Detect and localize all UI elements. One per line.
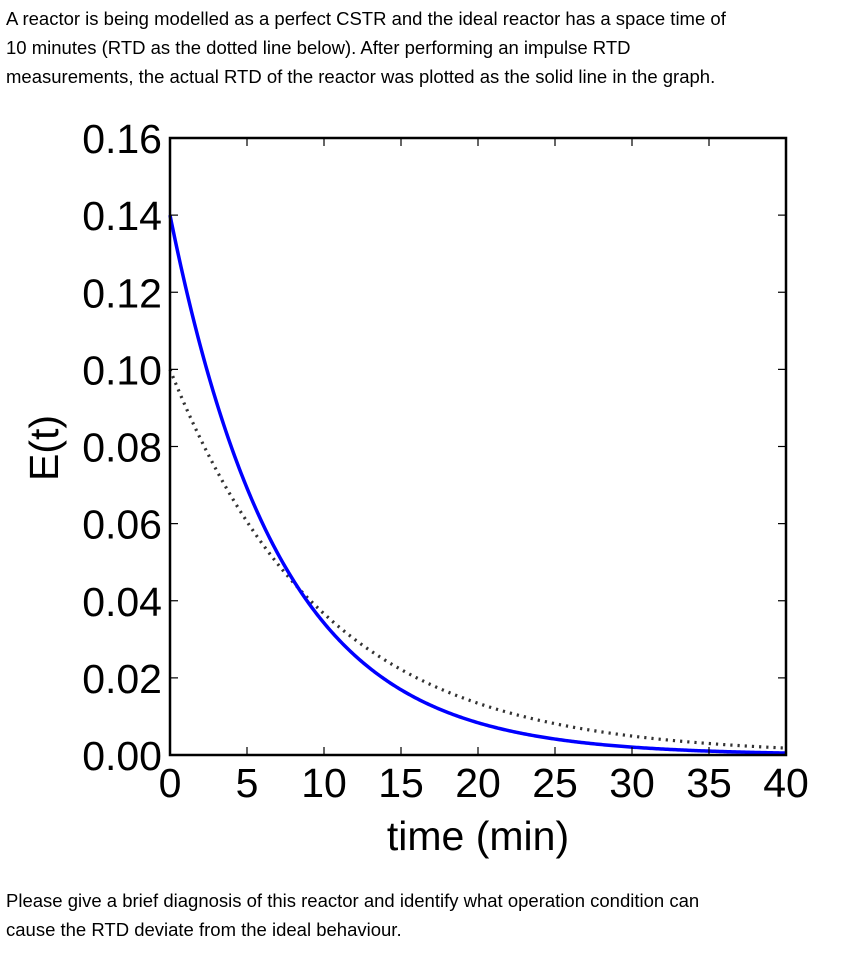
y-tick-label: 0.16 [82, 116, 162, 162]
y-axis-title: E(t) [21, 415, 67, 481]
y-tick-label: 0.10 [82, 347, 162, 393]
intro-line: 10 minutes (RTD as the dotted line below… [6, 37, 631, 58]
plot-frame [168, 136, 788, 757]
x-tick-label: 15 [378, 760, 424, 806]
x-tick-label: 20 [455, 760, 501, 806]
x-tick-label: 10 [301, 760, 347, 806]
plot-curves [168, 214, 787, 755]
y-tick-label: 0.00 [82, 733, 162, 779]
x-tick-label: 35 [686, 760, 732, 806]
y-tick-label: 0.08 [82, 425, 162, 471]
problem-intro: A reactor is being modelled as a perfect… [6, 4, 726, 91]
axis-ticks [169, 137, 787, 756]
question-line: Please give a brief diagnosis of this re… [6, 890, 700, 911]
y-tick-label: 0.14 [82, 193, 162, 239]
y-tick-label: 0.04 [82, 579, 162, 625]
y-tick-label: 0.06 [82, 502, 162, 548]
y-tick-label: 0.12 [82, 270, 162, 316]
intro-line: A reactor is being modelled as a perfect… [6, 8, 726, 29]
intro-line: measurements, the actual RTD of the reac… [6, 66, 716, 87]
question-line: cause the RTD deviate from the ideal beh… [6, 919, 402, 940]
x-tick-label: 25 [532, 760, 578, 806]
x-tick-label: 40 [763, 760, 809, 806]
y-tick-label: 0.02 [82, 656, 162, 702]
problem-question: Please give a brief diagnosis of this re… [6, 886, 699, 944]
y-tick-labels: 0.00 0.02 0.04 0.06 0.08 0.10 0.12 0.14 0.16 [82, 116, 162, 779]
x-tick-label: 5 [236, 760, 259, 806]
x-tick-label: 30 [609, 760, 655, 806]
x-tick-labels: 0 5 10 15 20 25 30 35 40 [159, 760, 809, 806]
actual-rtd-curve [168, 214, 787, 755]
x-axis-title: time (min) [387, 813, 569, 859]
x-tick-label: 0 [159, 760, 182, 806]
ideal-cstr-curve [168, 368, 787, 750]
